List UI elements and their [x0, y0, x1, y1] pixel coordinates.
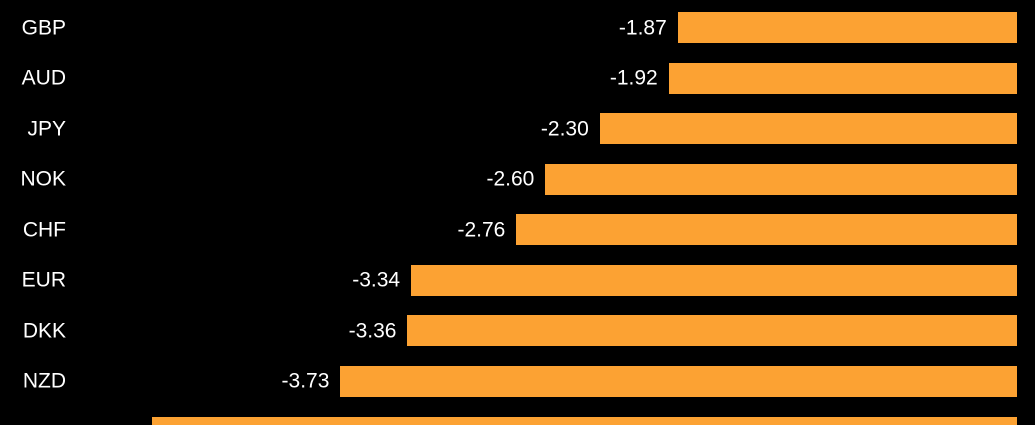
category-label: NZD	[22, 369, 66, 393]
category-label: GBP	[21, 16, 66, 39]
bar	[151, 416, 1017, 425]
bar	[411, 264, 1017, 296]
value-label: -2.60	[486, 167, 535, 191]
value-label: -1.92	[609, 66, 658, 90]
category-label: AUD	[21, 66, 66, 90]
category-label: NOK	[20, 167, 66, 191]
category-label: JPY	[27, 117, 66, 141]
bar	[668, 62, 1017, 94]
bar	[677, 12, 1017, 43]
category-label: EUR	[21, 268, 66, 292]
bar	[407, 315, 1017, 347]
category-label: DKK	[22, 319, 66, 343]
bar	[545, 163, 1017, 195]
value-label: -3.73	[281, 369, 330, 393]
value-label: -3.34	[352, 268, 401, 292]
value-label: -1.87	[618, 16, 667, 39]
value-label: -2.76	[457, 218, 506, 242]
bar	[340, 365, 1017, 397]
bar	[516, 214, 1017, 246]
category-label: CHF	[22, 218, 66, 242]
value-label: -2.30	[540, 117, 589, 141]
value-label: -3.36	[348, 319, 397, 343]
bar	[599, 113, 1017, 145]
